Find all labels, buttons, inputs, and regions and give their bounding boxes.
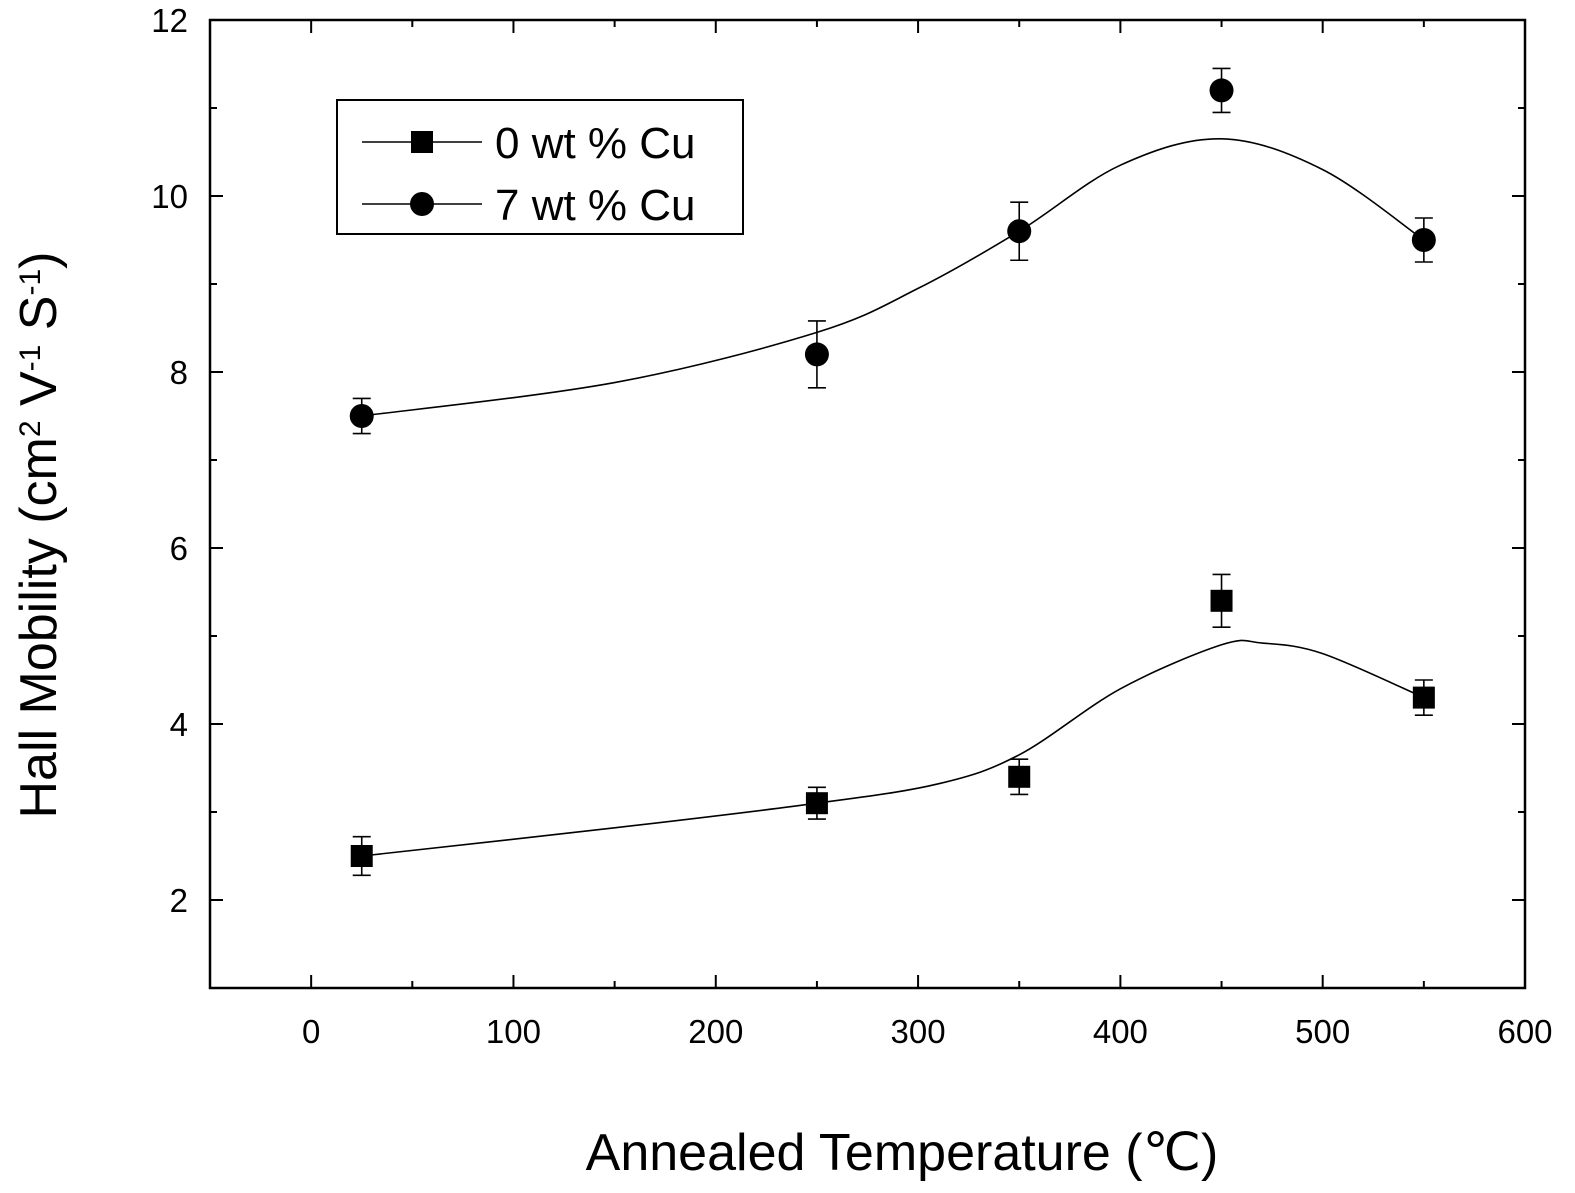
y-axis-title: Hall Mobility (cm2 V-1 S-1) [10, 251, 68, 818]
fit-curves [361, 137, 1425, 857]
data-point-square [805, 792, 828, 815]
y-tick-label: 8 [170, 354, 188, 391]
x-tick-label: 200 [688, 1013, 743, 1050]
x-tick-label: 0 [302, 1013, 320, 1050]
plot-frame [208, 18, 1527, 990]
y-tick-label: 12 [151, 2, 188, 39]
data-point-square [350, 845, 373, 867]
y-tick-label: 10 [151, 178, 188, 215]
fit-curve-series-0 [361, 639, 1425, 857]
x-tick-label: 300 [891, 1013, 946, 1050]
legend: 0 wt % Cu 7 wt % Cu [336, 99, 744, 235]
data-point-circle [1007, 219, 1032, 244]
data-point-circle [1209, 78, 1234, 103]
data-point-square [1412, 686, 1435, 709]
data-markers [349, 78, 1436, 867]
x-tick-label: 600 [1497, 1013, 1552, 1050]
x-tick-label: 400 [1093, 1013, 1148, 1050]
data-point-circle [1411, 228, 1436, 252]
x-axis-title: Annealed Temperature (℃) [586, 1124, 1219, 1182]
x-axis: 0 100 200 300 400 500 600 [209, 20, 1553, 1050]
data-point-square [1210, 589, 1233, 612]
y-tick-label: 6 [170, 530, 188, 567]
x-tick-label: 500 [1295, 1013, 1350, 1050]
x-tick-label: 100 [486, 1013, 541, 1050]
plot-border [208, 18, 1527, 990]
data-point-square [1008, 765, 1031, 788]
legend-marker-circle [410, 192, 434, 216]
y-axis: 2 4 6 8 10 12 [151, 2, 1525, 989]
legend-box [336, 99, 744, 235]
fit-curve-series-1 [361, 137, 1425, 417]
legend-label: 0 wt % Cu [495, 119, 696, 168]
y-tick-label: 4 [170, 706, 188, 743]
legend-marker-square [411, 131, 433, 153]
data-point-circle [804, 342, 829, 367]
legend-label: 7 wt % Cu [495, 181, 696, 230]
y-tick-label: 2 [170, 882, 188, 919]
data-point-circle [349, 404, 374, 428]
